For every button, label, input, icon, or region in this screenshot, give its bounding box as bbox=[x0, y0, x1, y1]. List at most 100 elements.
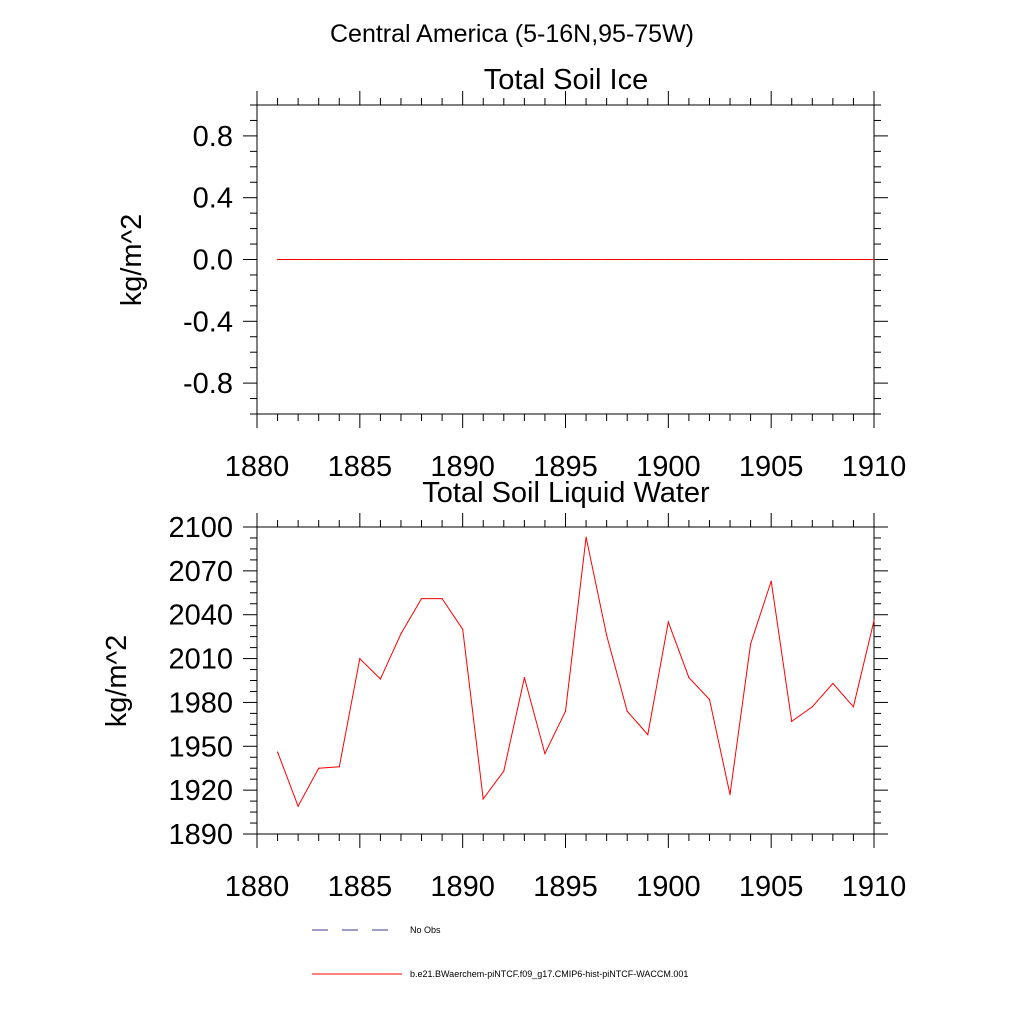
data-point bbox=[832, 258, 834, 261]
y-tick-label: 1950 bbox=[168, 731, 233, 763]
data-point bbox=[811, 706, 813, 708]
x-tick-label: 1895 bbox=[533, 871, 598, 903]
y-tick-label: 2040 bbox=[168, 600, 233, 632]
series-group bbox=[276, 258, 875, 261]
x-tick-label: 1910 bbox=[842, 871, 907, 903]
data-point bbox=[606, 258, 608, 261]
y-tick-label: 1980 bbox=[168, 687, 233, 719]
legend-label-model: b.e21.BWaerchem-piNTCF.f09_g17.CMIP6-his… bbox=[410, 969, 688, 979]
data-point bbox=[359, 258, 361, 261]
y-tick-label: 2100 bbox=[168, 512, 233, 544]
data-point bbox=[770, 580, 772, 582]
data-point bbox=[338, 258, 340, 261]
x-tick-label: 1895 bbox=[533, 451, 598, 483]
x-tick-label: 1880 bbox=[225, 871, 290, 903]
x-tick-label: 1900 bbox=[636, 451, 701, 483]
y-tick-label: -0.4 bbox=[183, 306, 233, 338]
y-axis-label: kg/m^2 bbox=[116, 214, 148, 307]
data-point bbox=[750, 643, 752, 645]
data-point bbox=[667, 621, 669, 623]
axis-ticks bbox=[243, 91, 888, 428]
data-point bbox=[708, 698, 711, 701]
data-point bbox=[647, 733, 649, 736]
x-tick-label: 1910 bbox=[842, 451, 907, 483]
data-point bbox=[441, 598, 443, 600]
data-point bbox=[462, 628, 464, 630]
x-tick-labels: 1880 1885 1890 1895 1900 1905 1910 bbox=[225, 871, 907, 903]
y-tick-label: 2010 bbox=[168, 644, 233, 676]
y-tick-labels: 0.8 0.4 0.0 -0.4 -0.8 bbox=[183, 121, 233, 400]
panel-total-soil-liquid-water: Total Soil Liquid Water kg/m^2 1880 1885 1… bbox=[101, 477, 906, 903]
data-point bbox=[852, 706, 855, 708]
x-tick-label: 1890 bbox=[430, 451, 495, 483]
y-tick-label: 0.8 bbox=[193, 121, 233, 153]
y-tick-label: 0.4 bbox=[193, 183, 233, 215]
data-point bbox=[544, 752, 546, 755]
data-point bbox=[770, 258, 772, 261]
x-tick-label: 1905 bbox=[739, 871, 804, 903]
data-point bbox=[791, 258, 793, 261]
data-point bbox=[503, 770, 505, 772]
data-point bbox=[400, 633, 402, 635]
data-point bbox=[359, 657, 361, 660]
y-axis-label: kg/m^2 bbox=[101, 635, 133, 728]
x-tick-label: 1880 bbox=[225, 451, 290, 483]
axis-ticks bbox=[243, 513, 888, 848]
data-point bbox=[832, 682, 834, 685]
y-tick-label: 1920 bbox=[168, 775, 233, 807]
data-point bbox=[585, 536, 587, 538]
y-tick-label: -0.8 bbox=[183, 368, 233, 400]
chart-title: Total Soil Ice bbox=[484, 64, 648, 96]
x-tick-label: 1885 bbox=[328, 871, 393, 903]
chart-title: Total Soil Liquid Water bbox=[422, 477, 710, 509]
data-point bbox=[729, 793, 731, 796]
data-point bbox=[379, 678, 381, 680]
data-point bbox=[626, 258, 628, 261]
data-point bbox=[420, 598, 423, 600]
data-point bbox=[523, 676, 525, 679]
data-point bbox=[688, 676, 690, 679]
x-tick-label: 1885 bbox=[328, 451, 393, 483]
data-point bbox=[523, 258, 525, 261]
data-point bbox=[647, 258, 649, 261]
data-point bbox=[544, 258, 546, 261]
data-point bbox=[750, 258, 752, 261]
data-point bbox=[420, 258, 423, 261]
data-point bbox=[276, 258, 279, 261]
data-point bbox=[338, 766, 340, 768]
data-point bbox=[297, 258, 299, 261]
series-group bbox=[276, 536, 875, 808]
legend-label-no-obs: No Obs bbox=[410, 925, 441, 935]
data-point bbox=[708, 258, 711, 261]
data-point bbox=[606, 634, 608, 636]
data-point bbox=[564, 258, 567, 261]
data-point bbox=[318, 767, 320, 769]
data-point bbox=[852, 258, 855, 261]
data-point bbox=[297, 805, 299, 807]
y-tick-labels: 2100 2070 2040 2010 1980 1950 1920 1890 bbox=[168, 512, 233, 851]
panel-total-soil-ice: Total Soil Ice kg/m^2 1880 1885 1890 1895 19… bbox=[116, 64, 906, 483]
data-point bbox=[873, 258, 875, 261]
data-point bbox=[791, 720, 793, 723]
data-point bbox=[564, 710, 567, 712]
data-point bbox=[585, 258, 587, 261]
data-point bbox=[441, 258, 443, 261]
data-point bbox=[811, 258, 813, 261]
data-point bbox=[400, 258, 402, 261]
data-point bbox=[462, 258, 464, 261]
data-point bbox=[318, 258, 320, 261]
data-point bbox=[482, 798, 484, 800]
data-point bbox=[688, 258, 690, 261]
data-point bbox=[626, 710, 628, 712]
data-point bbox=[729, 258, 731, 261]
data-point bbox=[482, 258, 484, 261]
data-point bbox=[667, 258, 669, 261]
x-tick-labels: 1880 1885 1890 1895 1900 1905 1910 bbox=[225, 451, 907, 483]
series-line bbox=[277, 537, 875, 808]
y-tick-label: 2070 bbox=[168, 556, 233, 588]
x-tick-label: 1905 bbox=[739, 451, 804, 483]
data-point bbox=[276, 751, 279, 753]
data-point bbox=[503, 258, 505, 261]
x-tick-label: 1890 bbox=[430, 871, 495, 903]
